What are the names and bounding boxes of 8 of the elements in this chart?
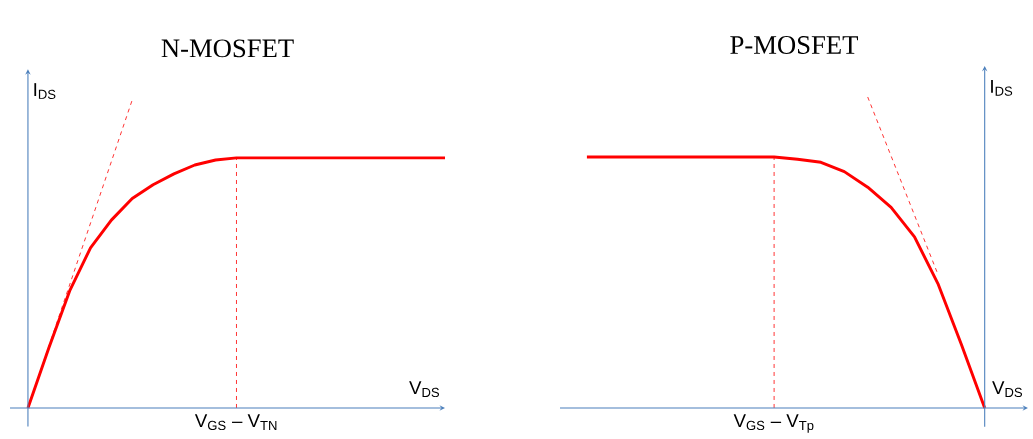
y-axis-title: I$_{DS}$	[34, 83, 56, 99]
x-axis-title: V$_{DS}$	[992, 381, 1023, 398]
text: V$_{GS}$ – V$_{TN}$	[194, 414, 277, 431]
x-axis-title: V$_{DS}$	[409, 381, 440, 398]
chart-title: P-MOSFET	[730, 36, 858, 54]
chart-title: N-MOSFET	[161, 39, 294, 58]
y-axis-title: I$_{DS}$	[991, 79, 1013, 96]
text: V$_{GS}$ – V$_{Tp}$	[733, 414, 814, 433]
